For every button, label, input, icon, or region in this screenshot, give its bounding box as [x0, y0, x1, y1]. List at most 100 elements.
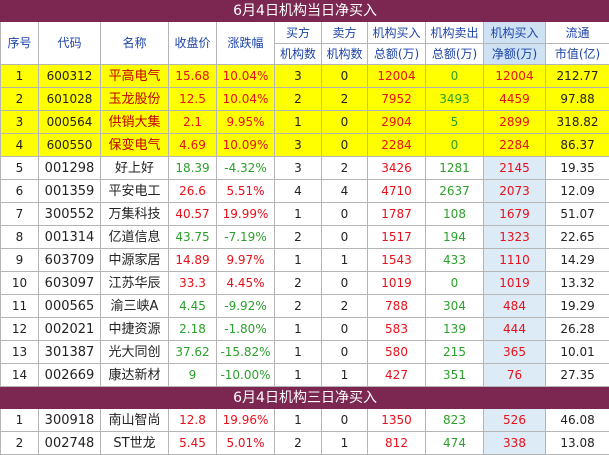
cell-seller-count: 0	[322, 272, 368, 295]
cell-name: 平高电气	[101, 65, 169, 88]
cell-change-pct: -7.19%	[217, 226, 275, 249]
cell-close-price: 2.1	[169, 111, 217, 134]
cell-float-cap: 26.28	[546, 318, 609, 341]
header-code: 代码	[39, 22, 101, 65]
cell-name: 中源家居	[101, 249, 169, 272]
cell-net-amount: 444	[484, 318, 546, 341]
cell-change-pct: -10.00%	[217, 364, 275, 387]
cell-close-price: 43.75	[169, 226, 217, 249]
cell-seller-count: 0	[322, 341, 368, 364]
cell-seller-count: 1	[322, 249, 368, 272]
cell-buy-amount: 3426	[368, 157, 426, 180]
cell-buy-amount: 1019	[368, 272, 426, 295]
cell-sell-amount: 139	[426, 318, 484, 341]
cell-code: 300918	[39, 409, 101, 432]
cell-buy-amount: 4710	[368, 180, 426, 203]
cell-name: 中捷资源	[101, 318, 169, 341]
header-buyer-bottom: 机构数	[275, 44, 322, 65]
cell-name: 渝三峡A	[101, 295, 169, 318]
cell-code: 001359	[39, 180, 101, 203]
cell-buyer-count: 1	[275, 409, 322, 432]
cell-index: 2	[1, 88, 39, 111]
cell-name: 平安电工	[101, 180, 169, 203]
cell-close-price: 12.8	[169, 409, 217, 432]
cell-net-amount: 4459	[484, 88, 546, 111]
cell-buyer-count: 2	[275, 272, 322, 295]
cell-change-pct: 10.04%	[217, 65, 275, 88]
cell-seller-count: 0	[322, 65, 368, 88]
cell-close-price: 18.39	[169, 157, 217, 180]
cell-net-amount: 1679	[484, 203, 546, 226]
cell-close-price: 4.45	[169, 295, 217, 318]
cell-buy-amount: 7952	[368, 88, 426, 111]
cell-code: 603097	[39, 272, 101, 295]
cell-close-price: 14.89	[169, 249, 217, 272]
cell-change-pct: -9.92%	[217, 295, 275, 318]
cell-index: 9	[1, 249, 39, 272]
cell-float-cap: 13.32	[546, 272, 609, 295]
cell-sell-amount: 1281	[426, 157, 484, 180]
cell-code: 600312	[39, 65, 101, 88]
cell-sell-amount: 351	[426, 364, 484, 387]
cell-name: 好上好	[101, 157, 169, 180]
header-seller-bottom: 机构数	[322, 44, 368, 65]
cell-close-price: 9	[169, 364, 217, 387]
cell-code: 000565	[39, 295, 101, 318]
cell-buyer-count: 4	[275, 180, 322, 203]
cell-buy-amount: 1517	[368, 226, 426, 249]
cell-buy-amount: 580	[368, 341, 426, 364]
cell-float-cap: 51.07	[546, 203, 609, 226]
cell-change-pct: -15.82%	[217, 341, 275, 364]
cell-index: 10	[1, 272, 39, 295]
cell-seller-count: 0	[322, 111, 368, 134]
cell-close-price: 40.57	[169, 203, 217, 226]
cell-index: 8	[1, 226, 39, 249]
cell-buy-amount: 1787	[368, 203, 426, 226]
cell-seller-count: 1	[322, 432, 368, 455]
header-buy-amount-bottom: 总额(万)	[368, 44, 426, 65]
cell-buyer-count: 1	[275, 111, 322, 134]
cell-index: 14	[1, 364, 39, 387]
cell-change-pct: 19.96%	[217, 409, 275, 432]
cell-buyer-count: 1	[275, 249, 322, 272]
header-index: 序号	[1, 22, 39, 65]
cell-sell-amount: 0	[426, 272, 484, 295]
cell-seller-count: 0	[322, 409, 368, 432]
cell-seller-count: 1	[322, 364, 368, 387]
cell-net-amount: 365	[484, 341, 546, 364]
cell-index: 5	[1, 157, 39, 180]
cell-change-pct: 10.04%	[217, 88, 275, 111]
cell-index: 1	[1, 65, 39, 88]
cell-change-pct: 10.09%	[217, 134, 275, 157]
cell-code: 001298	[39, 157, 101, 180]
cell-close-price: 4.69	[169, 134, 217, 157]
cell-float-cap: 46.08	[546, 409, 609, 432]
cell-close-price: 33.3	[169, 272, 217, 295]
cell-float-cap: 86.37	[546, 134, 609, 157]
cell-change-pct: -1.80%	[217, 318, 275, 341]
cell-change-pct: -4.32%	[217, 157, 275, 180]
cell-sell-amount: 3493	[426, 88, 484, 111]
cell-name: 康达新材	[101, 364, 169, 387]
cell-buyer-count: 2	[275, 88, 322, 111]
cell-index: 1	[1, 409, 39, 432]
cell-sell-amount: 2637	[426, 180, 484, 203]
cell-buyer-count: 1	[275, 341, 322, 364]
cell-buyer-count: 2	[275, 226, 322, 249]
cell-net-amount: 2145	[484, 157, 546, 180]
cell-name: 南山智尚	[101, 409, 169, 432]
cell-sell-amount: 215	[426, 341, 484, 364]
cell-index: 3	[1, 111, 39, 134]
cell-seller-count: 0	[322, 226, 368, 249]
cell-close-price: 15.68	[169, 65, 217, 88]
cell-change-pct: 5.51%	[217, 180, 275, 203]
cell-name: 江苏华辰	[101, 272, 169, 295]
cell-buy-amount: 812	[368, 432, 426, 455]
cell-code: 002021	[39, 318, 101, 341]
cell-change-pct: 9.95%	[217, 111, 275, 134]
